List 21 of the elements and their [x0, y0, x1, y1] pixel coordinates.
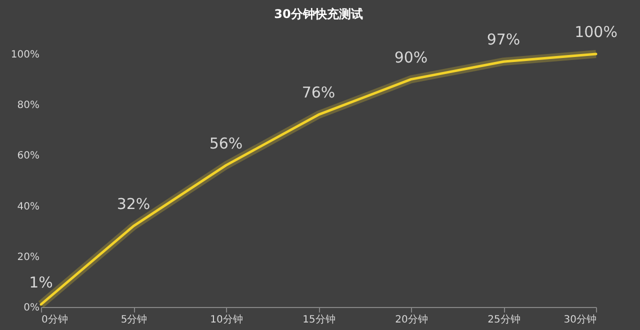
y-tick-label: 100% — [10, 50, 40, 60]
data-label: 1% — [29, 273, 53, 292]
x-tick-label: 15分钟 — [302, 314, 336, 326]
x-tick-label: 10分钟 — [210, 314, 243, 326]
data-label: 76% — [302, 84, 336, 102]
data-label: 100% — [574, 23, 618, 41]
data-label: 56% — [209, 134, 243, 152]
x-tick-label: 5分钟 — [120, 314, 148, 326]
y-tick-label: 80% — [17, 100, 40, 112]
x-tick-label: 20分钟 — [395, 314, 428, 326]
x-tick-label: 30分钟 — [564, 314, 596, 326]
y-tick-label: 0% — [24, 302, 40, 314]
y-tick-label: 40% — [17, 201, 40, 212]
data-label: 97% — [486, 30, 520, 49]
data-label: 90% — [394, 48, 428, 66]
chart-title: 30分钟快充测试 — [274, 7, 363, 21]
x-tick-label: 0分钟 — [42, 314, 68, 326]
data-label: 32% — [116, 195, 150, 214]
x-tick-label: 25分钟 — [488, 314, 520, 326]
y-tick-label: 60% — [17, 150, 40, 162]
y-tick-label: 20% — [17, 252, 40, 263]
